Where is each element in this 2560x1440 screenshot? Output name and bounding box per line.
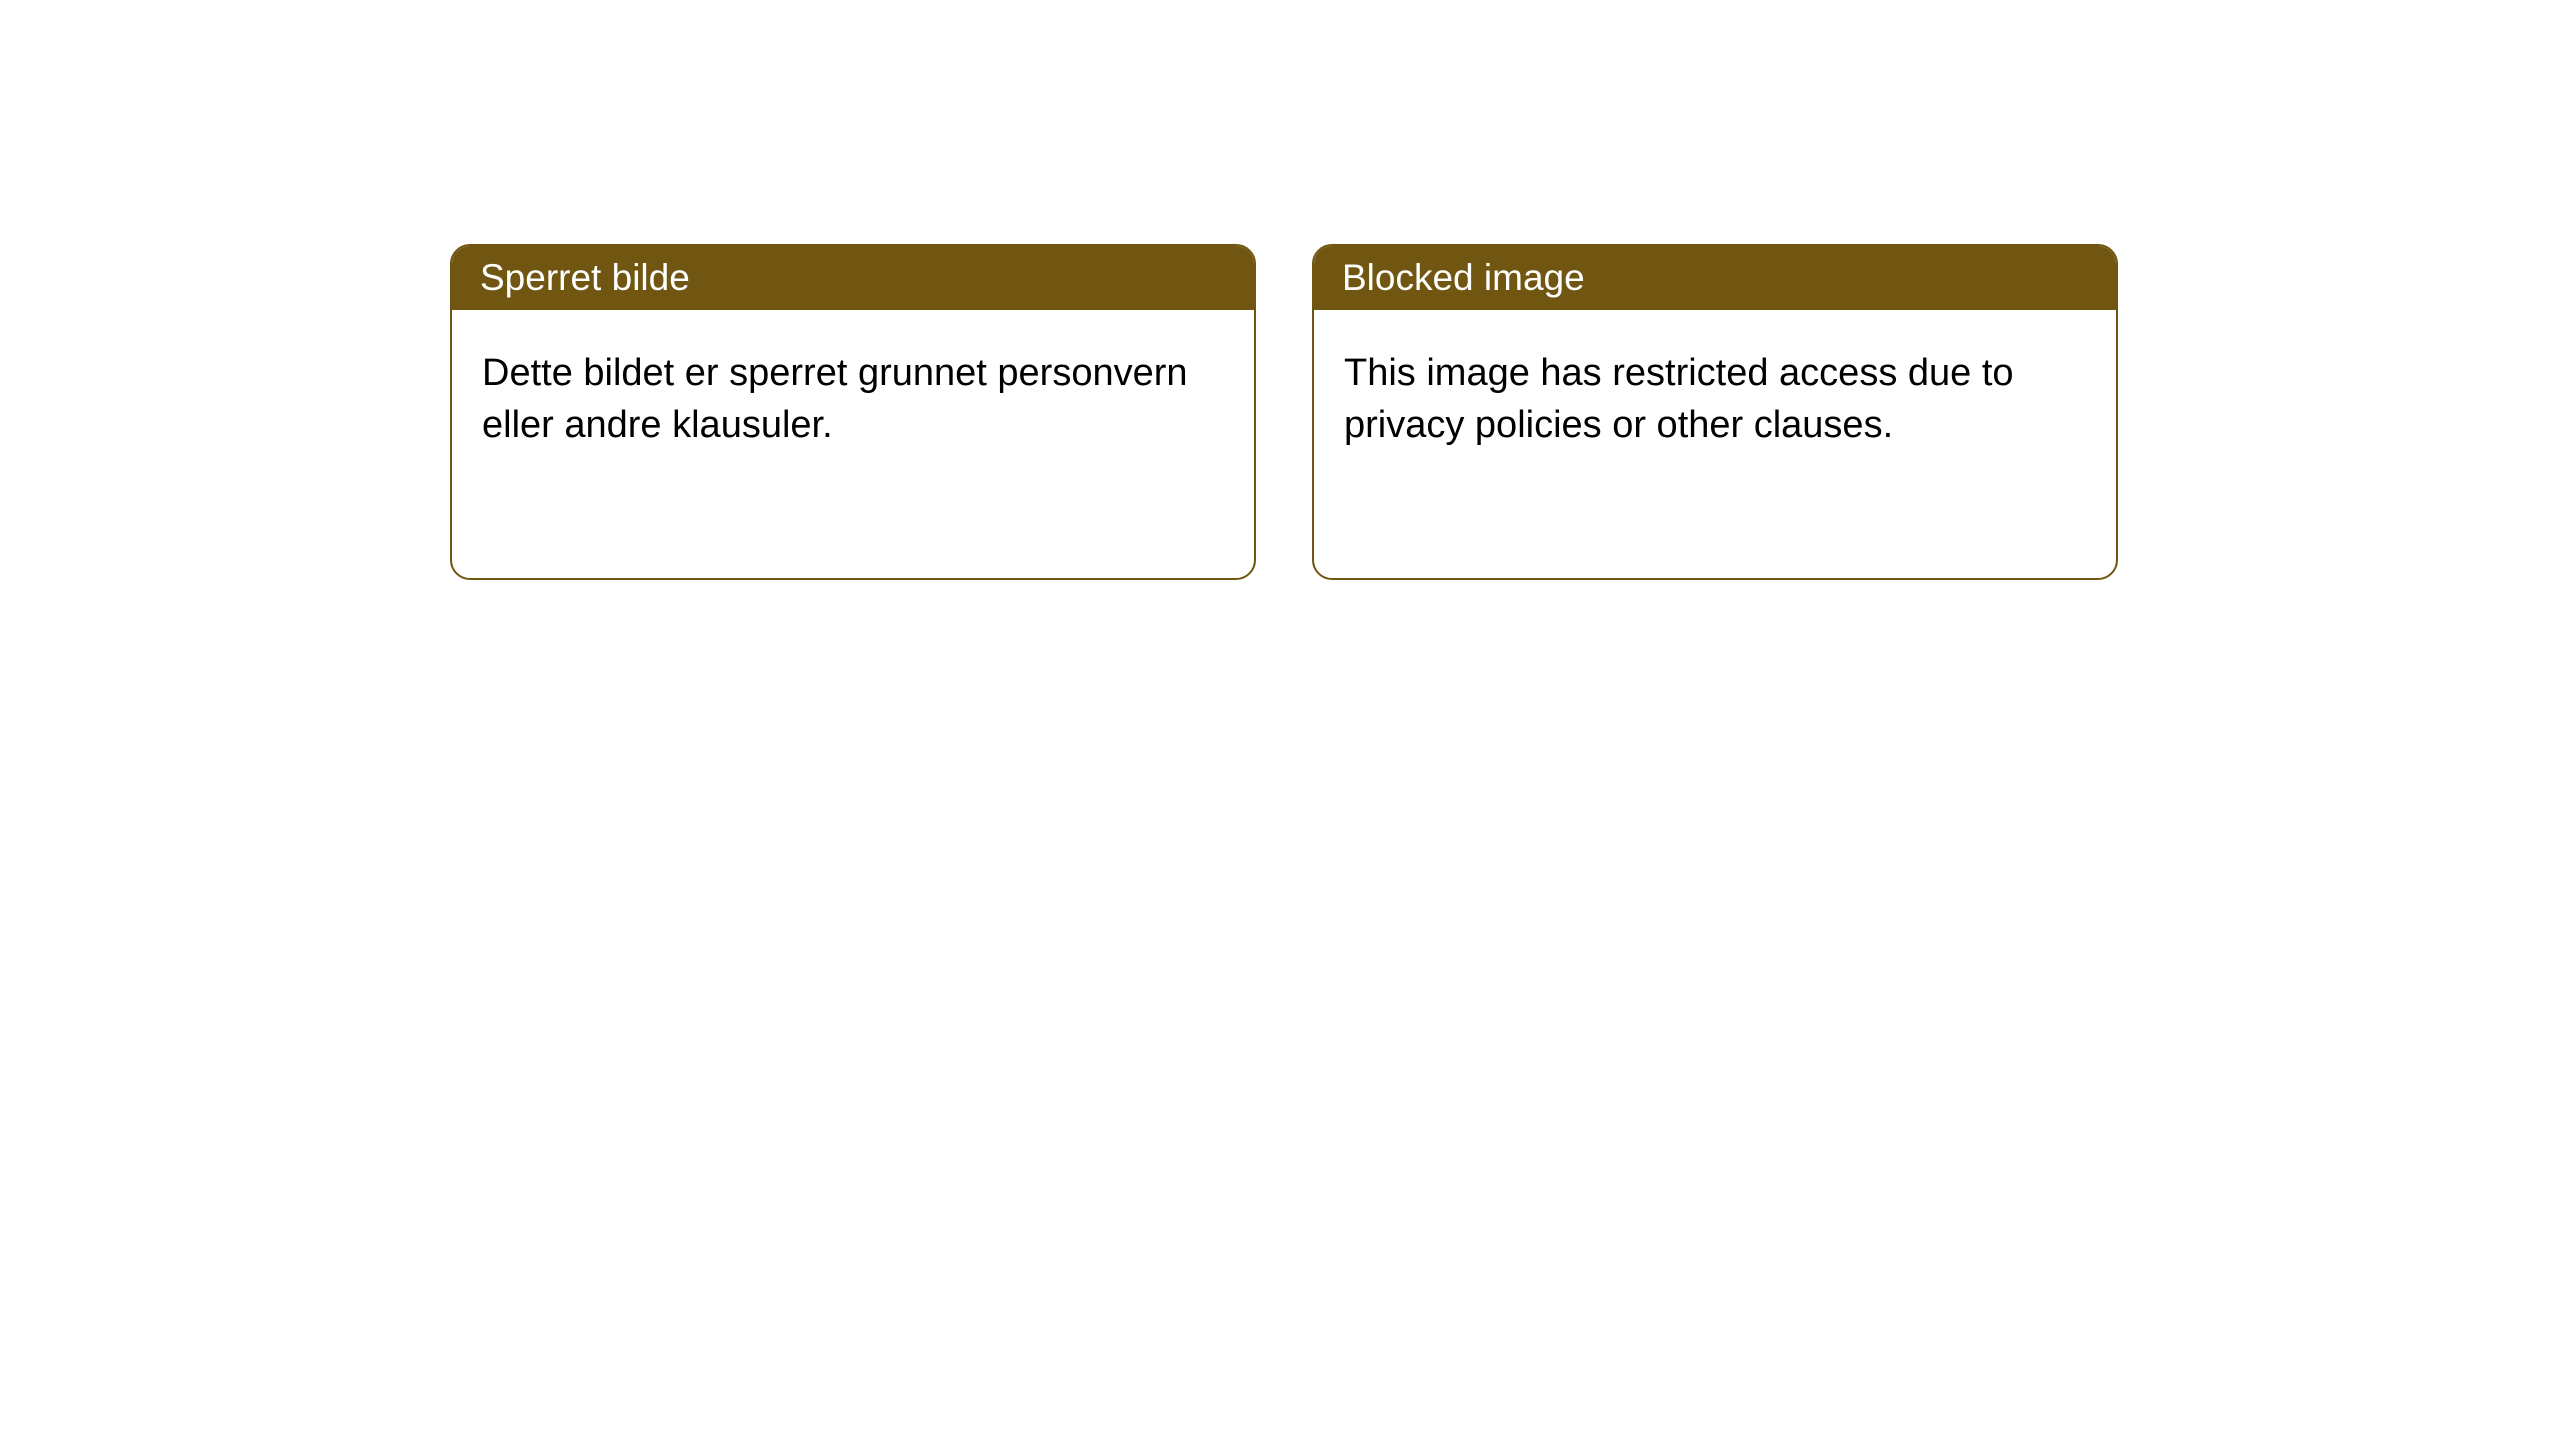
card-header-no: Sperret bilde <box>452 246 1254 310</box>
card-header-en: Blocked image <box>1314 246 2116 310</box>
card-body-en: This image has restricted access due to … <box>1314 310 2116 489</box>
card-body-no: Dette bildet er sperret grunnet personve… <box>452 310 1254 489</box>
notice-cards-container: Sperret bilde Dette bildet er sperret gr… <box>0 0 2560 580</box>
blocked-image-card-no: Sperret bilde Dette bildet er sperret gr… <box>450 244 1256 580</box>
blocked-image-card-en: Blocked image This image has restricted … <box>1312 244 2118 580</box>
